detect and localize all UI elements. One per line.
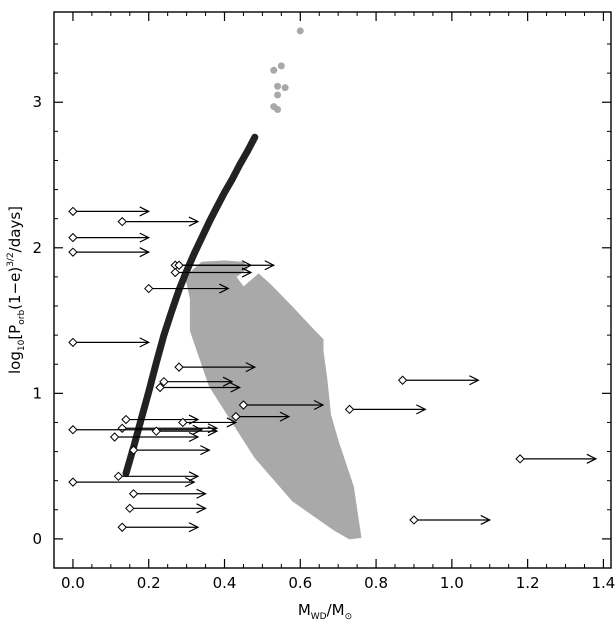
limit-arrow (68, 477, 196, 488)
limit-arrow (68, 337, 151, 348)
x-tick-label: 0.0 (61, 574, 85, 592)
y-axis-label-sup: 3/2 (6, 252, 16, 266)
limit-arrow (125, 503, 207, 514)
gray-point (277, 62, 285, 70)
y-axis-label: log10[Porb(1−e)3/2/days] (6, 206, 27, 374)
y-axis-label-open: [P (6, 325, 24, 340)
limit-arrow (174, 260, 253, 271)
limit-arrow (231, 411, 291, 422)
x-axis-label-sub: WD (311, 612, 327, 622)
plot-frame (53, 11, 612, 569)
x-axis-label-sep: /M (327, 601, 345, 619)
y-axis-label-base: 10 (17, 339, 27, 351)
x-tick-label: 0.2 (137, 574, 161, 592)
limit-arrow (117, 216, 200, 227)
limit-arrow (238, 399, 325, 411)
x-tick-label: 1.0 (440, 574, 464, 592)
limit-arrow (344, 404, 427, 415)
gray-point (274, 106, 282, 114)
limit-arrow (515, 453, 598, 464)
limit-arrow (117, 522, 200, 533)
y-tick-label: 0 (32, 530, 42, 548)
limit-arrow (170, 267, 253, 278)
limit-arrow (128, 488, 207, 499)
x-tick-label: 0.8 (364, 574, 388, 592)
limit-arrow (155, 382, 242, 393)
limit-arrow (151, 426, 219, 437)
gray-point (296, 27, 304, 35)
gray-point (270, 66, 278, 74)
limit-arrow (397, 375, 480, 386)
gray-point (274, 82, 282, 90)
relation-curve (122, 133, 259, 477)
region-layer (186, 260, 362, 540)
x-tick-label: 1.4 (591, 574, 615, 592)
y-axis-label-mid: (1−e) (6, 267, 24, 310)
y-axis-label-main: log (6, 351, 24, 374)
y-tick-label: 2 (32, 239, 42, 257)
limit-arrow (159, 376, 234, 387)
x-tick-label: 1.2 (516, 574, 540, 592)
limit-arrow (144, 283, 230, 294)
x-axis-label-sun: ⊙ (345, 612, 353, 622)
x-tick-label: 0.6 (288, 574, 312, 592)
limit-arrow (109, 431, 200, 443)
x-axis-label-main: M (298, 601, 311, 619)
limit-arrow (113, 471, 200, 482)
y-axis-label-end: /days] (6, 206, 24, 252)
limit-arrow (128, 445, 211, 456)
gray-point (281, 84, 289, 92)
allowed-region (186, 260, 362, 540)
limit-arrow (68, 424, 204, 435)
y-axis-label-sub: orb (17, 310, 27, 325)
ticks-layer: 0.0 0.2 0.4 0.6 0.8 1.0 1.2 1.4 0 1 2 3 (32, 12, 615, 592)
limit-arrow (68, 232, 151, 243)
limit-arrow (68, 247, 151, 258)
curve-layer (122, 133, 259, 477)
gray-point (274, 91, 282, 99)
y-tick-label: 1 (32, 384, 42, 402)
limit-arrow (178, 417, 238, 428)
limit-arrow (68, 206, 151, 217)
x-axis-label: MWD/M⊙ (298, 601, 352, 622)
limit-arrow (174, 362, 257, 373)
limit-arrow (409, 514, 492, 526)
y-tick-label: 3 (32, 93, 42, 111)
arrows-layer (68, 206, 598, 533)
points-layer (270, 27, 304, 114)
x-tick-label: 0.4 (213, 574, 237, 592)
